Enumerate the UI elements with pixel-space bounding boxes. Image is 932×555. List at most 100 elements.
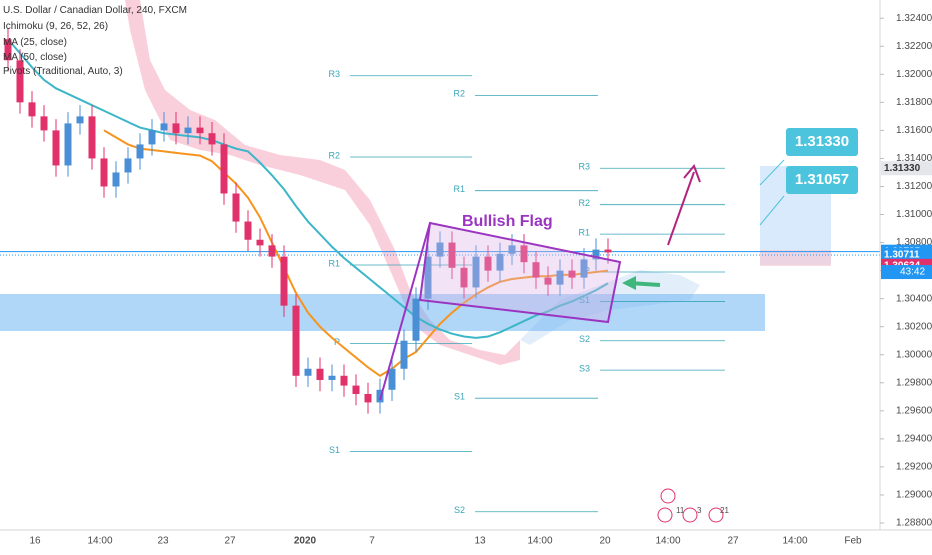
candle-body [424, 256, 432, 299]
y-tick-label: 1.32000 [896, 69, 932, 80]
pivot-label: R2 [453, 89, 465, 99]
candle-body [136, 144, 144, 159]
candle-body [448, 242, 456, 268]
legend: U.S. Dollar / Canadian Dollar, 240, FXCM… [3, 5, 187, 77]
candle-body [544, 277, 552, 285]
signal-arrow-head [622, 276, 636, 290]
y-tick-label: 1.31800 [896, 97, 932, 108]
candle-body [124, 158, 132, 173]
candle-body [436, 242, 444, 257]
x-tick-label: 14:00 [782, 536, 807, 547]
candle-body [172, 123, 180, 134]
y-tick-label: 1.30000 [896, 349, 932, 360]
pivot-label: R1 [578, 228, 590, 238]
candle-body [220, 144, 228, 194]
candle-body [556, 270, 564, 285]
candle-body [112, 172, 120, 187]
candle-body [580, 259, 588, 278]
candle-body [268, 245, 276, 257]
events: 11 3 21 [657, 488, 729, 523]
y-tick-label: 1.28800 [896, 518, 932, 529]
event-count: 11 [676, 506, 685, 515]
candle-body [460, 267, 468, 288]
pivot-label: S1 [454, 392, 465, 402]
price-badge [881, 161, 932, 176]
candle-body [4, 39, 12, 61]
indicator: MA (50, close) [3, 52, 67, 63]
event-count: 3 [697, 506, 702, 515]
y-tick-label: 1.29600 [896, 405, 932, 416]
target-stop [760, 250, 831, 266]
candle-body [64, 123, 72, 166]
event-icon [708, 507, 724, 523]
pivot-label: R3 [328, 69, 340, 79]
pivot-label: R2 [578, 198, 590, 208]
candle-body [376, 389, 384, 403]
symbol: U.S. Dollar / Canadian Dollar, 240, FXCM [3, 5, 187, 16]
y-tick-label: 1.30800 [896, 237, 932, 248]
pivot-label: S3 [579, 364, 590, 374]
target-badge [786, 166, 858, 194]
candle-body [400, 340, 408, 369]
candle-body [292, 305, 300, 376]
target-arrow-head [683, 164, 701, 183]
candle-body [472, 256, 480, 288]
support-zone [0, 294, 765, 331]
event-icon [660, 488, 676, 504]
indicator: Pivots (Traditional, Auto, 3) [3, 66, 123, 77]
pivot-label: R1 [328, 258, 340, 268]
target-badge [786, 128, 858, 156]
candle-body [160, 123, 168, 131]
target-connector [759, 195, 785, 226]
y-tick-label: 1.29400 [896, 434, 932, 445]
candle-body [352, 385, 360, 394]
x-tick-label: Feb [844, 536, 862, 547]
candle-body [88, 116, 96, 159]
pivot-label: S1 [579, 295, 590, 305]
y-tick-label: 1.29800 [896, 377, 932, 388]
candle-body [148, 130, 156, 145]
flag [418, 221, 622, 324]
candle-body [76, 116, 84, 124]
flag-pole [379, 222, 431, 401]
ma-line [7, 38, 609, 339]
candle-body [520, 245, 528, 263]
event-count: 21 [720, 506, 729, 515]
target-label: 1.31330 [795, 133, 849, 150]
indicator: Ichimoku (9, 26, 52, 26) [3, 21, 108, 32]
candle-body [40, 116, 48, 131]
x-tick-label: 16 [29, 536, 41, 547]
candle-body [184, 127, 192, 134]
pivot-label: R2 [328, 150, 340, 160]
price-badge [881, 248, 932, 263]
candle-body [316, 368, 324, 380]
pivot-label: S1 [329, 445, 340, 455]
candle-body [532, 262, 540, 278]
candle-body [280, 256, 288, 306]
x-tick-label: 13 [474, 536, 486, 547]
countdown: 43:42 [900, 267, 925, 278]
target-label: 1.31057 [795, 171, 849, 188]
x-tick-label: 20 [599, 536, 611, 547]
pivot-label: R3 [578, 162, 590, 172]
ichimoku-cloud [125, 0, 520, 365]
candle-body [16, 60, 24, 103]
candle-body [592, 249, 600, 260]
y-tick-label: 1.29200 [896, 462, 932, 473]
candle-body [496, 253, 504, 271]
x-tick-label: 27 [727, 536, 739, 547]
y-tick-label: 1.31200 [896, 181, 932, 192]
candle-body [196, 127, 204, 134]
y-tick-label: 1.30400 [896, 293, 932, 304]
candle-body [208, 133, 216, 145]
candle-body [604, 249, 612, 253]
event-icon [657, 507, 673, 523]
event-icon [682, 507, 698, 523]
indicator: MA (25, close) [3, 37, 67, 48]
candle-body [568, 270, 576, 278]
candle-body [244, 221, 252, 240]
candle-body [328, 375, 336, 380]
pattern-label: Bullish Flag [462, 213, 553, 230]
y-tick-label: 1.31000 [896, 209, 932, 220]
